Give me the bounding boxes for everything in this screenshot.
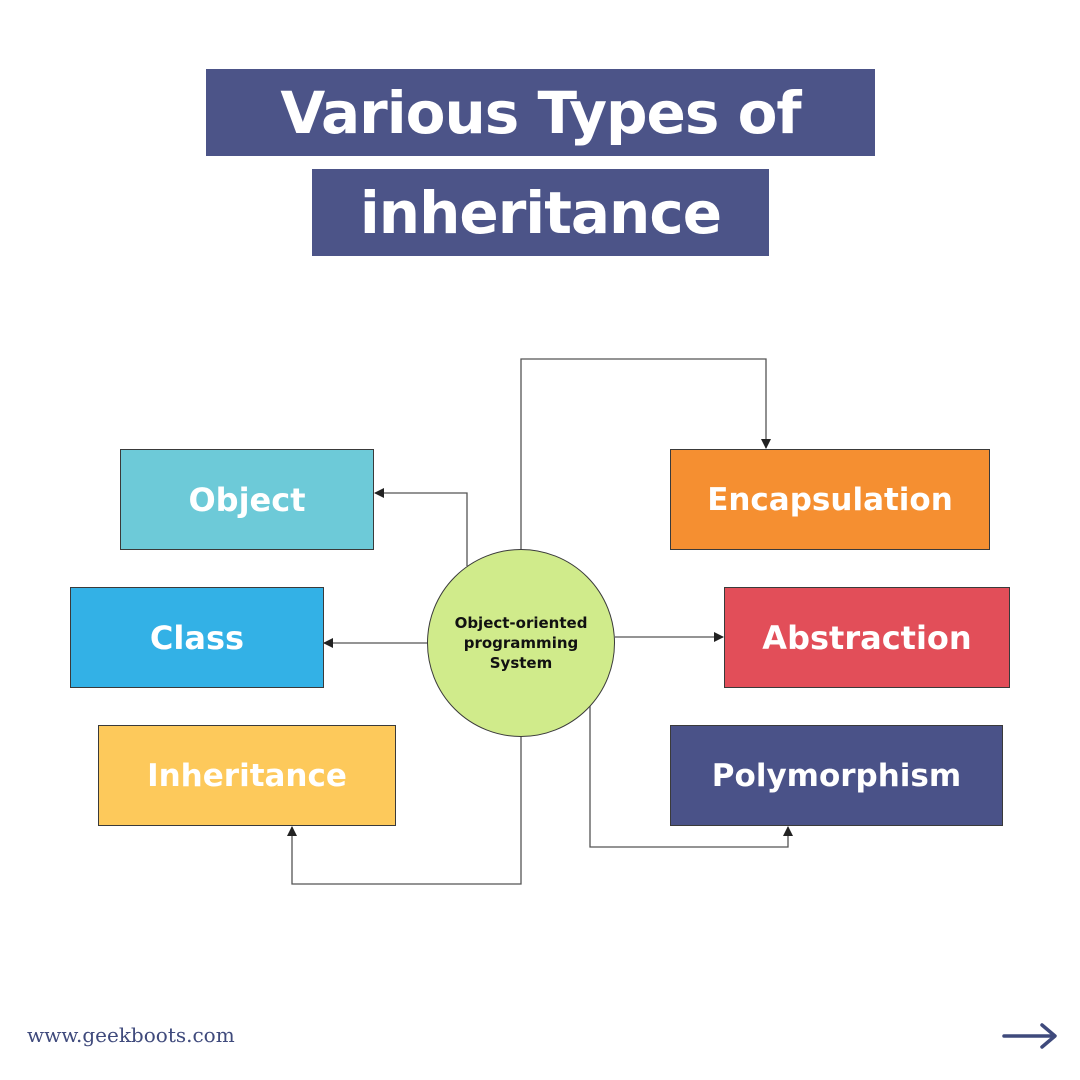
center-label-line-2: programming — [463, 634, 579, 652]
node-polymorphism: Polymorphism — [670, 725, 1003, 826]
connector-object — [374, 488, 468, 566]
center-node-label: Object-oriented programming System — [455, 613, 588, 673]
node-object: Object — [120, 449, 374, 550]
node-encapsulation: Encapsulation — [670, 449, 990, 550]
node-abstraction: Abstraction — [724, 587, 1010, 688]
center-node-oop-system: Object-oriented programming System — [427, 549, 615, 737]
center-label-line-1: Object-oriented — [454, 614, 588, 632]
title-line-2: inheritance — [312, 169, 769, 256]
node-class: Class — [70, 587, 324, 688]
title-line-1: Various Types of — [206, 69, 875, 156]
arrow-right-icon[interactable] — [1000, 1020, 1060, 1052]
connector-polymorphism — [589, 706, 793, 848]
center-label-line-3: System — [489, 654, 553, 672]
connector-encapsulation — [520, 358, 771, 549]
footer-url[interactable]: www.geekboots.com — [27, 1023, 235, 1047]
connector-inheritance — [287, 737, 522, 885]
node-inheritance: Inheritance — [98, 725, 396, 826]
